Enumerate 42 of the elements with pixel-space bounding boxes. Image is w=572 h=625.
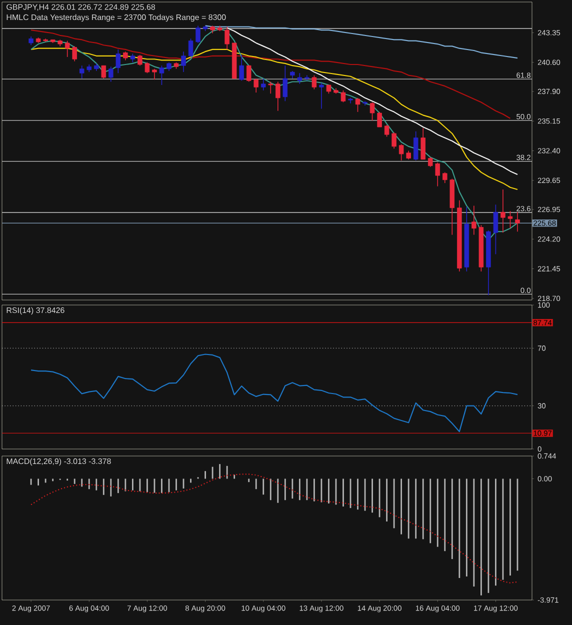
candlestick bbox=[138, 54, 142, 66]
candlestick bbox=[312, 74, 317, 90]
candlestick bbox=[64, 40, 70, 58]
candlestick bbox=[428, 156, 433, 168]
candlestick bbox=[276, 81, 280, 112]
candlestick bbox=[108, 66, 114, 82]
candlestick bbox=[442, 172, 448, 184]
candlestick bbox=[188, 38, 194, 58]
candlestick bbox=[152, 68, 157, 80]
candlestick bbox=[282, 65, 288, 102]
candlestick bbox=[413, 130, 418, 161]
candlestick bbox=[493, 204, 498, 255]
candlestick bbox=[297, 72, 302, 84]
candlestick bbox=[515, 212, 520, 232]
candlestick bbox=[116, 49, 121, 74]
candlestick bbox=[472, 205, 476, 236]
candlestick bbox=[260, 78, 266, 91]
candlestick bbox=[224, 26, 230, 50]
candlestick bbox=[159, 65, 164, 86]
candlestick bbox=[254, 78, 258, 93]
candlestick bbox=[79, 65, 84, 79]
candlestick bbox=[370, 102, 375, 121]
candlestick bbox=[508, 210, 513, 229]
candlestick bbox=[319, 82, 324, 110]
candlestick bbox=[384, 124, 390, 138]
candlestick bbox=[101, 65, 106, 79]
candlestick bbox=[355, 98, 360, 112]
candlestick bbox=[398, 144, 404, 161]
candlestick bbox=[246, 65, 252, 82]
line-series bbox=[30, 354, 518, 432]
candlestick bbox=[435, 162, 440, 187]
candlestick bbox=[239, 54, 244, 82]
candlestick bbox=[392, 132, 396, 149]
candlestick bbox=[144, 62, 150, 74]
candlestick bbox=[420, 128, 426, 160]
candlestick bbox=[500, 189, 506, 234]
candlestick bbox=[268, 81, 274, 94]
candlestick bbox=[72, 46, 77, 62]
candlestick bbox=[181, 51, 186, 72]
candlestick bbox=[340, 90, 346, 103]
candlestick bbox=[196, 25, 200, 44]
candlestick bbox=[377, 112, 382, 128]
